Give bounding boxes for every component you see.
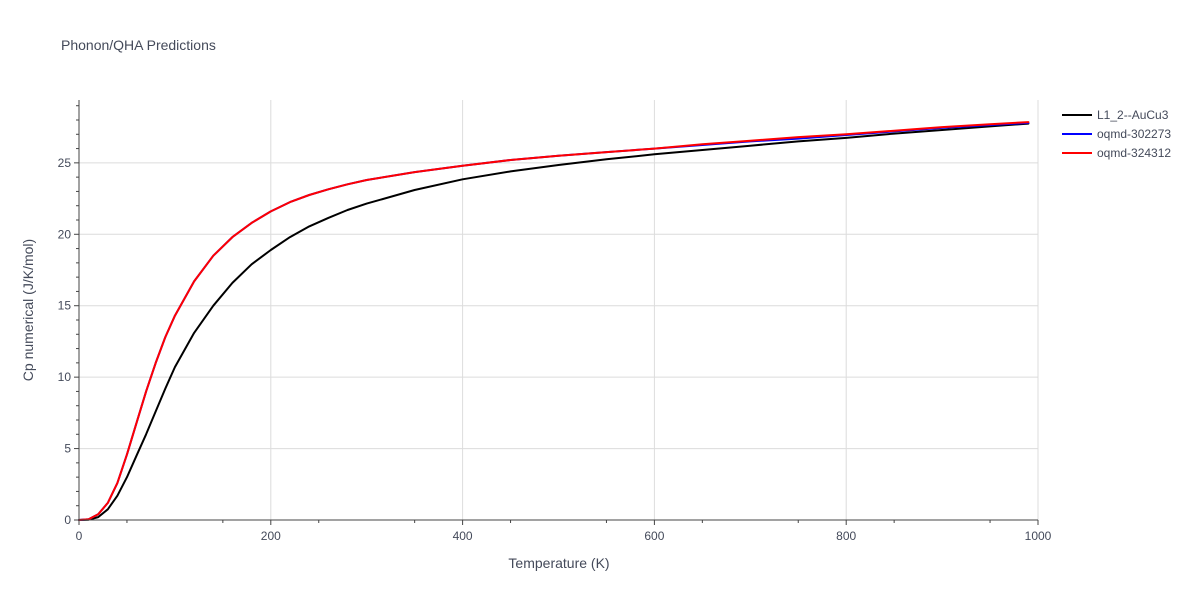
- series-lines: [78, 121, 1030, 521]
- x-tick-label: 800: [836, 529, 856, 543]
- axes: [74, 100, 1039, 525]
- series-line-2: [78, 121, 1030, 521]
- y-tick-label: 15: [58, 299, 72, 313]
- chart-title: Phonon/QHA Predictions: [61, 37, 216, 53]
- y-axis-title: Cp numerical (J/K/mol): [20, 239, 36, 381]
- legend[interactable]: L1_2--AuCu3 oqmd-302273 oqmd-324312: [1062, 108, 1171, 160]
- y-tick-label: 20: [58, 227, 72, 241]
- y-tick-labels: 0 5 10 15 20 25: [58, 156, 72, 527]
- series-line-3: [78, 121, 1030, 521]
- legend-label: oqmd-324312: [1097, 146, 1171, 160]
- x-tick-label: 600: [644, 529, 664, 543]
- series-line-1: [78, 122, 1030, 521]
- legend-label: L1_2--AuCu3: [1097, 108, 1169, 122]
- x-tick-label: 200: [261, 529, 281, 543]
- legend-label: oqmd-302273: [1097, 127, 1171, 141]
- grid-lines: [79, 100, 1039, 520]
- legend-item[interactable]: L1_2--AuCu3: [1062, 108, 1169, 122]
- x-tick-label: 0: [76, 529, 83, 543]
- x-tick-labels: 0 200 400 600 800 1000: [76, 529, 1052, 543]
- legend-item[interactable]: oqmd-302273: [1062, 127, 1171, 141]
- y-tick-label: 10: [58, 370, 72, 384]
- x-axis-title: Temperature (K): [508, 555, 609, 571]
- y-tick-label: 0: [64, 513, 71, 527]
- x-tick-label: 1000: [1025, 529, 1052, 543]
- x-tick-label: 400: [453, 529, 473, 543]
- legend-item[interactable]: oqmd-324312: [1062, 146, 1171, 160]
- y-tick-label: 25: [58, 156, 72, 170]
- y-tick-label: 5: [64, 442, 71, 456]
